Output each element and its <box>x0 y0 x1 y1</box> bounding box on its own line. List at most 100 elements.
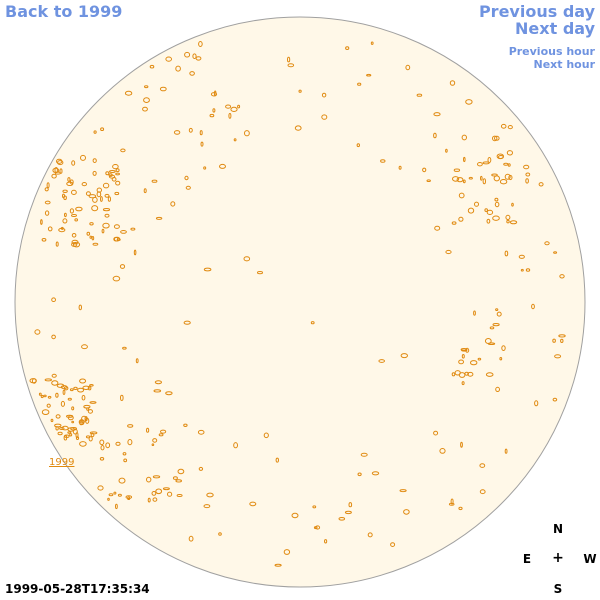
magnetic-feature-contour <box>120 230 127 234</box>
magnetic-feature-contour <box>101 228 105 234</box>
previous-day-link[interactable]: Previous day <box>478 2 595 21</box>
magnetic-feature-contour <box>60 400 66 407</box>
magnetic-feature-contour <box>445 148 448 153</box>
magnetic-feature-contour <box>133 249 137 256</box>
magnetic-feature-contour <box>109 170 116 173</box>
magnetic-feature-contour <box>501 345 506 352</box>
magnetic-feature-contour <box>313 526 318 530</box>
magnetic-feature-contour <box>92 158 97 164</box>
magnetic-feature-contour <box>538 182 544 187</box>
magnetic-feature-contour <box>188 127 193 133</box>
magnetic-feature-contour <box>108 173 113 177</box>
magnetic-feature-contour <box>477 162 483 167</box>
magnetic-feature-contour <box>489 326 495 330</box>
magnetic-feature-contour <box>477 357 482 361</box>
magnetic-feature-contour <box>482 178 486 185</box>
magnetic-feature-contour <box>310 321 315 325</box>
magnetic-feature-contour <box>152 475 161 479</box>
compass-east: E <box>522 552 532 566</box>
magnetic-feature-contour <box>451 372 456 377</box>
magnetic-feature-contour <box>230 106 238 113</box>
magnetic-feature-contour <box>558 334 566 338</box>
magnetic-feature-contour <box>461 134 467 141</box>
magnetic-feature-contour <box>62 389 66 395</box>
magnetic-feature-contour <box>89 222 94 226</box>
magnetic-feature-contour <box>151 491 157 496</box>
magnetic-feature-contour <box>531 303 535 310</box>
magnetic-feature-contour <box>315 525 321 530</box>
magnetic-feature-contour <box>553 251 558 254</box>
magnetic-feature-contour <box>96 191 102 198</box>
magnetic-feature-contour <box>233 442 239 449</box>
magnetic-feature-contour <box>473 310 476 316</box>
magnetic-feature-contour <box>89 384 94 387</box>
next-day-link[interactable]: Next day <box>515 19 595 38</box>
magnetic-feature-contour <box>479 463 486 468</box>
magnetic-feature-contour <box>485 372 494 377</box>
magnetic-feature-contour <box>228 113 232 119</box>
magnetic-feature-contour <box>77 387 85 393</box>
back-to-year-link[interactable]: Back to 1999 <box>5 2 123 21</box>
magnetic-feature-contour <box>119 264 126 269</box>
magnetic-feature-contour <box>449 80 456 86</box>
magnetic-feature-contour <box>115 441 121 446</box>
magnetic-feature-contour <box>390 542 396 547</box>
magnetic-feature-contour <box>405 64 411 71</box>
magnetic-features <box>29 41 566 567</box>
magnetic-feature-contour <box>75 432 79 439</box>
magnetic-feature-contour <box>552 338 556 343</box>
magnetic-feature-contour <box>452 176 460 182</box>
magnetic-feature-contour <box>115 168 120 173</box>
magnetic-feature-contour <box>462 179 466 184</box>
compass-center: + <box>552 550 564 566</box>
magnetic-feature-contour <box>92 170 97 176</box>
magnetic-feature-contour <box>496 311 502 317</box>
magnetic-feature-contour <box>496 153 504 160</box>
magnetic-feature-contour <box>118 477 126 484</box>
magnetic-feature-contour <box>439 448 446 454</box>
magnetic-feature-contour <box>108 493 114 497</box>
magnetic-feature-contour <box>38 392 42 396</box>
magnetic-feature-contour <box>367 532 373 538</box>
magnetic-feature-contour <box>79 378 87 384</box>
magnetic-feature-contour <box>112 275 121 282</box>
magnetic-feature-contour <box>370 41 374 45</box>
magnetic-feature-contour <box>399 489 407 493</box>
magnetic-feature-contour <box>451 221 457 225</box>
magnetic-feature-contour <box>143 97 150 103</box>
previous-hour-link[interactable]: Previous hour <box>508 45 595 58</box>
magnetic-feature-contour <box>461 381 465 386</box>
magnetic-feature-contour <box>41 238 47 242</box>
magnetic-feature-contour <box>43 394 47 398</box>
magnetic-feature-contour <box>491 173 498 177</box>
magnetic-feature-contour <box>60 226 64 230</box>
magnetic-feature-contour <box>151 443 155 447</box>
magnetic-feature-contour <box>63 434 68 441</box>
magnetic-feature-contour <box>85 417 90 424</box>
magnetic-feature-contour <box>167 491 173 497</box>
next-hour-link[interactable]: Next hour <box>533 58 596 71</box>
magnetic-feature-contour <box>195 56 202 61</box>
magnetic-feature-contour <box>433 430 439 436</box>
magnetic-feature-contour <box>244 130 250 137</box>
magnetic-feature-contour <box>71 233 77 238</box>
magnetic-feature-contour <box>78 304 83 311</box>
magnetic-feature-contour <box>458 506 463 511</box>
magnetic-feature-contour <box>86 231 91 236</box>
magnetic-feature-contour <box>192 53 197 60</box>
magnetic-feature-contour <box>44 378 52 382</box>
magnetic-feature-contour <box>81 182 88 187</box>
magnetic-feature-contour <box>484 208 489 213</box>
magnetic-feature-contour <box>143 188 147 194</box>
solar-disk <box>14 16 586 588</box>
magnetic-feature-contour <box>117 493 122 497</box>
magnetic-feature-contour <box>120 148 126 153</box>
magnetic-feature-contour <box>283 549 291 555</box>
year-marker-link[interactable]: 1999 <box>49 457 75 468</box>
magnetic-feature-contour <box>44 200 51 205</box>
magnetic-feature-contour <box>345 46 350 50</box>
magnetic-feature-contour <box>508 174 513 181</box>
magnetic-feature-contour <box>47 395 52 399</box>
magnetic-feature-contour <box>460 441 463 448</box>
